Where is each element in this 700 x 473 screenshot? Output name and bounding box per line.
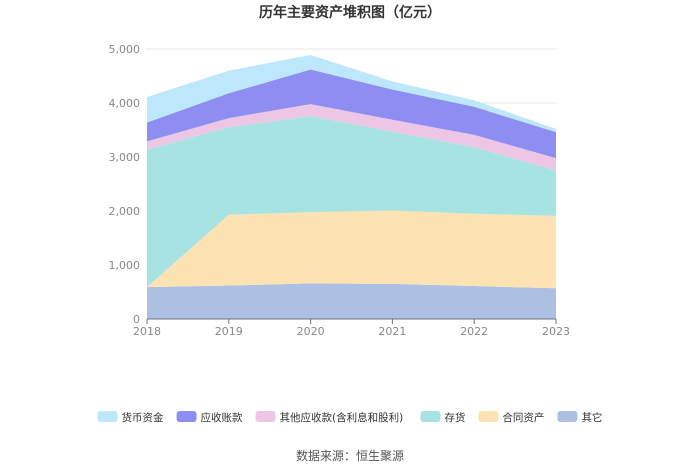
area-series-0 [147,283,556,319]
y-tick-label: 4,000 [109,97,141,110]
legend-swatch-5 [557,411,578,422]
y-tick-label: 2,000 [109,205,141,218]
legend-swatch-4 [478,411,499,422]
x-tick-label: 2018 [133,325,161,338]
area-series-2 [147,115,556,288]
y-tick-label: 0 [133,313,140,326]
x-tick-label: 2019 [215,325,243,338]
legend-swatch-1 [176,411,197,422]
legend-label-4: 合同资产 [502,411,544,424]
legend-swatch-0 [97,411,118,422]
chart-title: 历年主要资产堆积图（亿元） [259,4,441,21]
y-tick-label: 1,000 [109,259,141,272]
legend-label-1: 应收账款 [201,411,243,424]
legend: 货币资金 应收账款 其他应收款(含利息和股利) 存货 合同资产 其它 [97,411,602,424]
legend-swatch-2 [255,411,276,422]
area-series-group [147,54,556,319]
area-series-3 [147,104,556,171]
y-tick-label: 5,000 [109,43,141,56]
axes: 0 1,000 2,000 3,000 4,000 5,000 2018 2019 2020 20… [109,43,571,338]
x-tick-label: 2022 [460,325,488,338]
area-series-5 [147,54,556,133]
data-source-note: 数据来源：恒生聚源 [296,448,404,463]
legend-label-0: 货币资金 [122,411,164,424]
area-series-1 [147,210,556,289]
legend-label-3: 存货 [444,411,465,424]
legend-swatch-3 [420,411,441,422]
x-tick-label: 2021 [378,325,406,338]
x-tick-label: 2020 [297,325,325,338]
legend-label-5: 其它 [581,411,602,424]
y-tick-label: 3,000 [109,151,141,164]
legend-label-2: 其他应收款(含利息和股利) [280,411,404,424]
area-series-4 [147,69,556,159]
x-tick-label: 2023 [542,325,570,338]
